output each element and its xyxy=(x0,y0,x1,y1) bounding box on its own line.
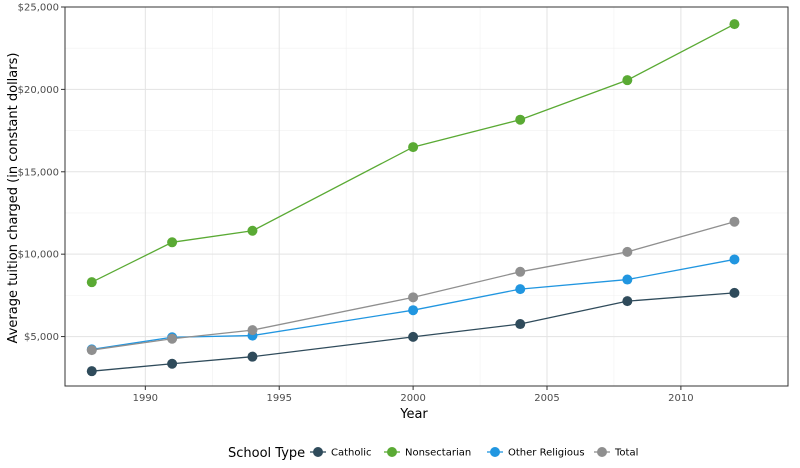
legend-item-catholic: Catholic xyxy=(310,447,372,459)
data-point-total xyxy=(729,216,740,227)
legend-items: Catholic Nonsectarian Other Religious Total xyxy=(310,447,638,459)
data-point-nonsectarian xyxy=(167,237,178,248)
data-point-nonsectarian xyxy=(408,142,419,153)
x-tick-label: 2000 xyxy=(400,393,425,404)
y-axis-ticks: $5,000 $10,000 $15,000 $20,000 $25,000 xyxy=(18,3,65,343)
data-point-nonsectarian xyxy=(515,114,526,125)
y-tick-label: $10,000 xyxy=(18,250,59,261)
plot-panel-border xyxy=(64,6,789,387)
series-points xyxy=(86,19,740,377)
legend-key-point xyxy=(597,447,607,457)
legend-key-point xyxy=(490,447,500,457)
data-point-catholic xyxy=(167,358,178,369)
x-tick-label: 1995 xyxy=(266,393,291,404)
y-tick-label: $20,000 xyxy=(18,85,59,96)
legend-item-other-religious: Other Religious xyxy=(487,447,585,459)
data-point-other-religious xyxy=(729,254,740,265)
y-axis-title: Average tuition charged (in constant dol… xyxy=(6,53,21,344)
data-point-catholic xyxy=(515,319,526,330)
legend: School Type Catholic Nonsectarian Other Re… xyxy=(228,446,638,461)
data-point-total xyxy=(167,333,178,344)
data-point-total xyxy=(515,266,526,277)
data-point-other-religious xyxy=(515,284,526,295)
data-point-catholic xyxy=(247,351,258,362)
x-axis-title: Year xyxy=(399,407,428,422)
data-point-catholic xyxy=(86,366,97,377)
legend-key-point xyxy=(313,447,323,457)
legend-label-catholic: Catholic xyxy=(331,448,372,459)
data-point-other-religious xyxy=(408,305,419,316)
x-tick-label: 2005 xyxy=(534,393,559,404)
data-point-total xyxy=(247,325,258,336)
legend-title: School Type xyxy=(228,446,305,461)
legend-label-total: Total xyxy=(614,448,638,459)
data-point-nonsectarian xyxy=(86,277,97,288)
data-point-nonsectarian xyxy=(247,225,258,236)
legend-item-nonsectarian: Nonsectarian xyxy=(384,447,471,459)
data-point-nonsectarian xyxy=(622,75,633,86)
y-tick-label: $15,000 xyxy=(18,167,59,178)
legend-item-total: Total xyxy=(594,447,638,459)
data-point-catholic xyxy=(729,287,740,298)
y-tick-label: $25,000 xyxy=(18,3,59,14)
gridlines xyxy=(65,6,788,386)
data-point-total xyxy=(86,345,97,356)
data-point-catholic xyxy=(408,331,419,342)
legend-key-point xyxy=(387,447,397,457)
legend-label-nonsectarian: Nonsectarian xyxy=(405,448,471,459)
y-tick-label: $5,000 xyxy=(24,332,59,343)
data-point-total xyxy=(408,292,419,303)
x-tick-label: 2010 xyxy=(668,393,693,404)
x-axis-ticks: 1990 1995 2000 2005 2010 xyxy=(133,386,694,404)
x-tick-label: 1990 xyxy=(133,393,158,404)
data-point-nonsectarian xyxy=(729,19,740,30)
data-point-total xyxy=(622,246,633,257)
data-point-other-religious xyxy=(622,274,633,285)
data-point-catholic xyxy=(622,296,633,307)
legend-label-other-religious: Other Religious xyxy=(508,448,585,459)
